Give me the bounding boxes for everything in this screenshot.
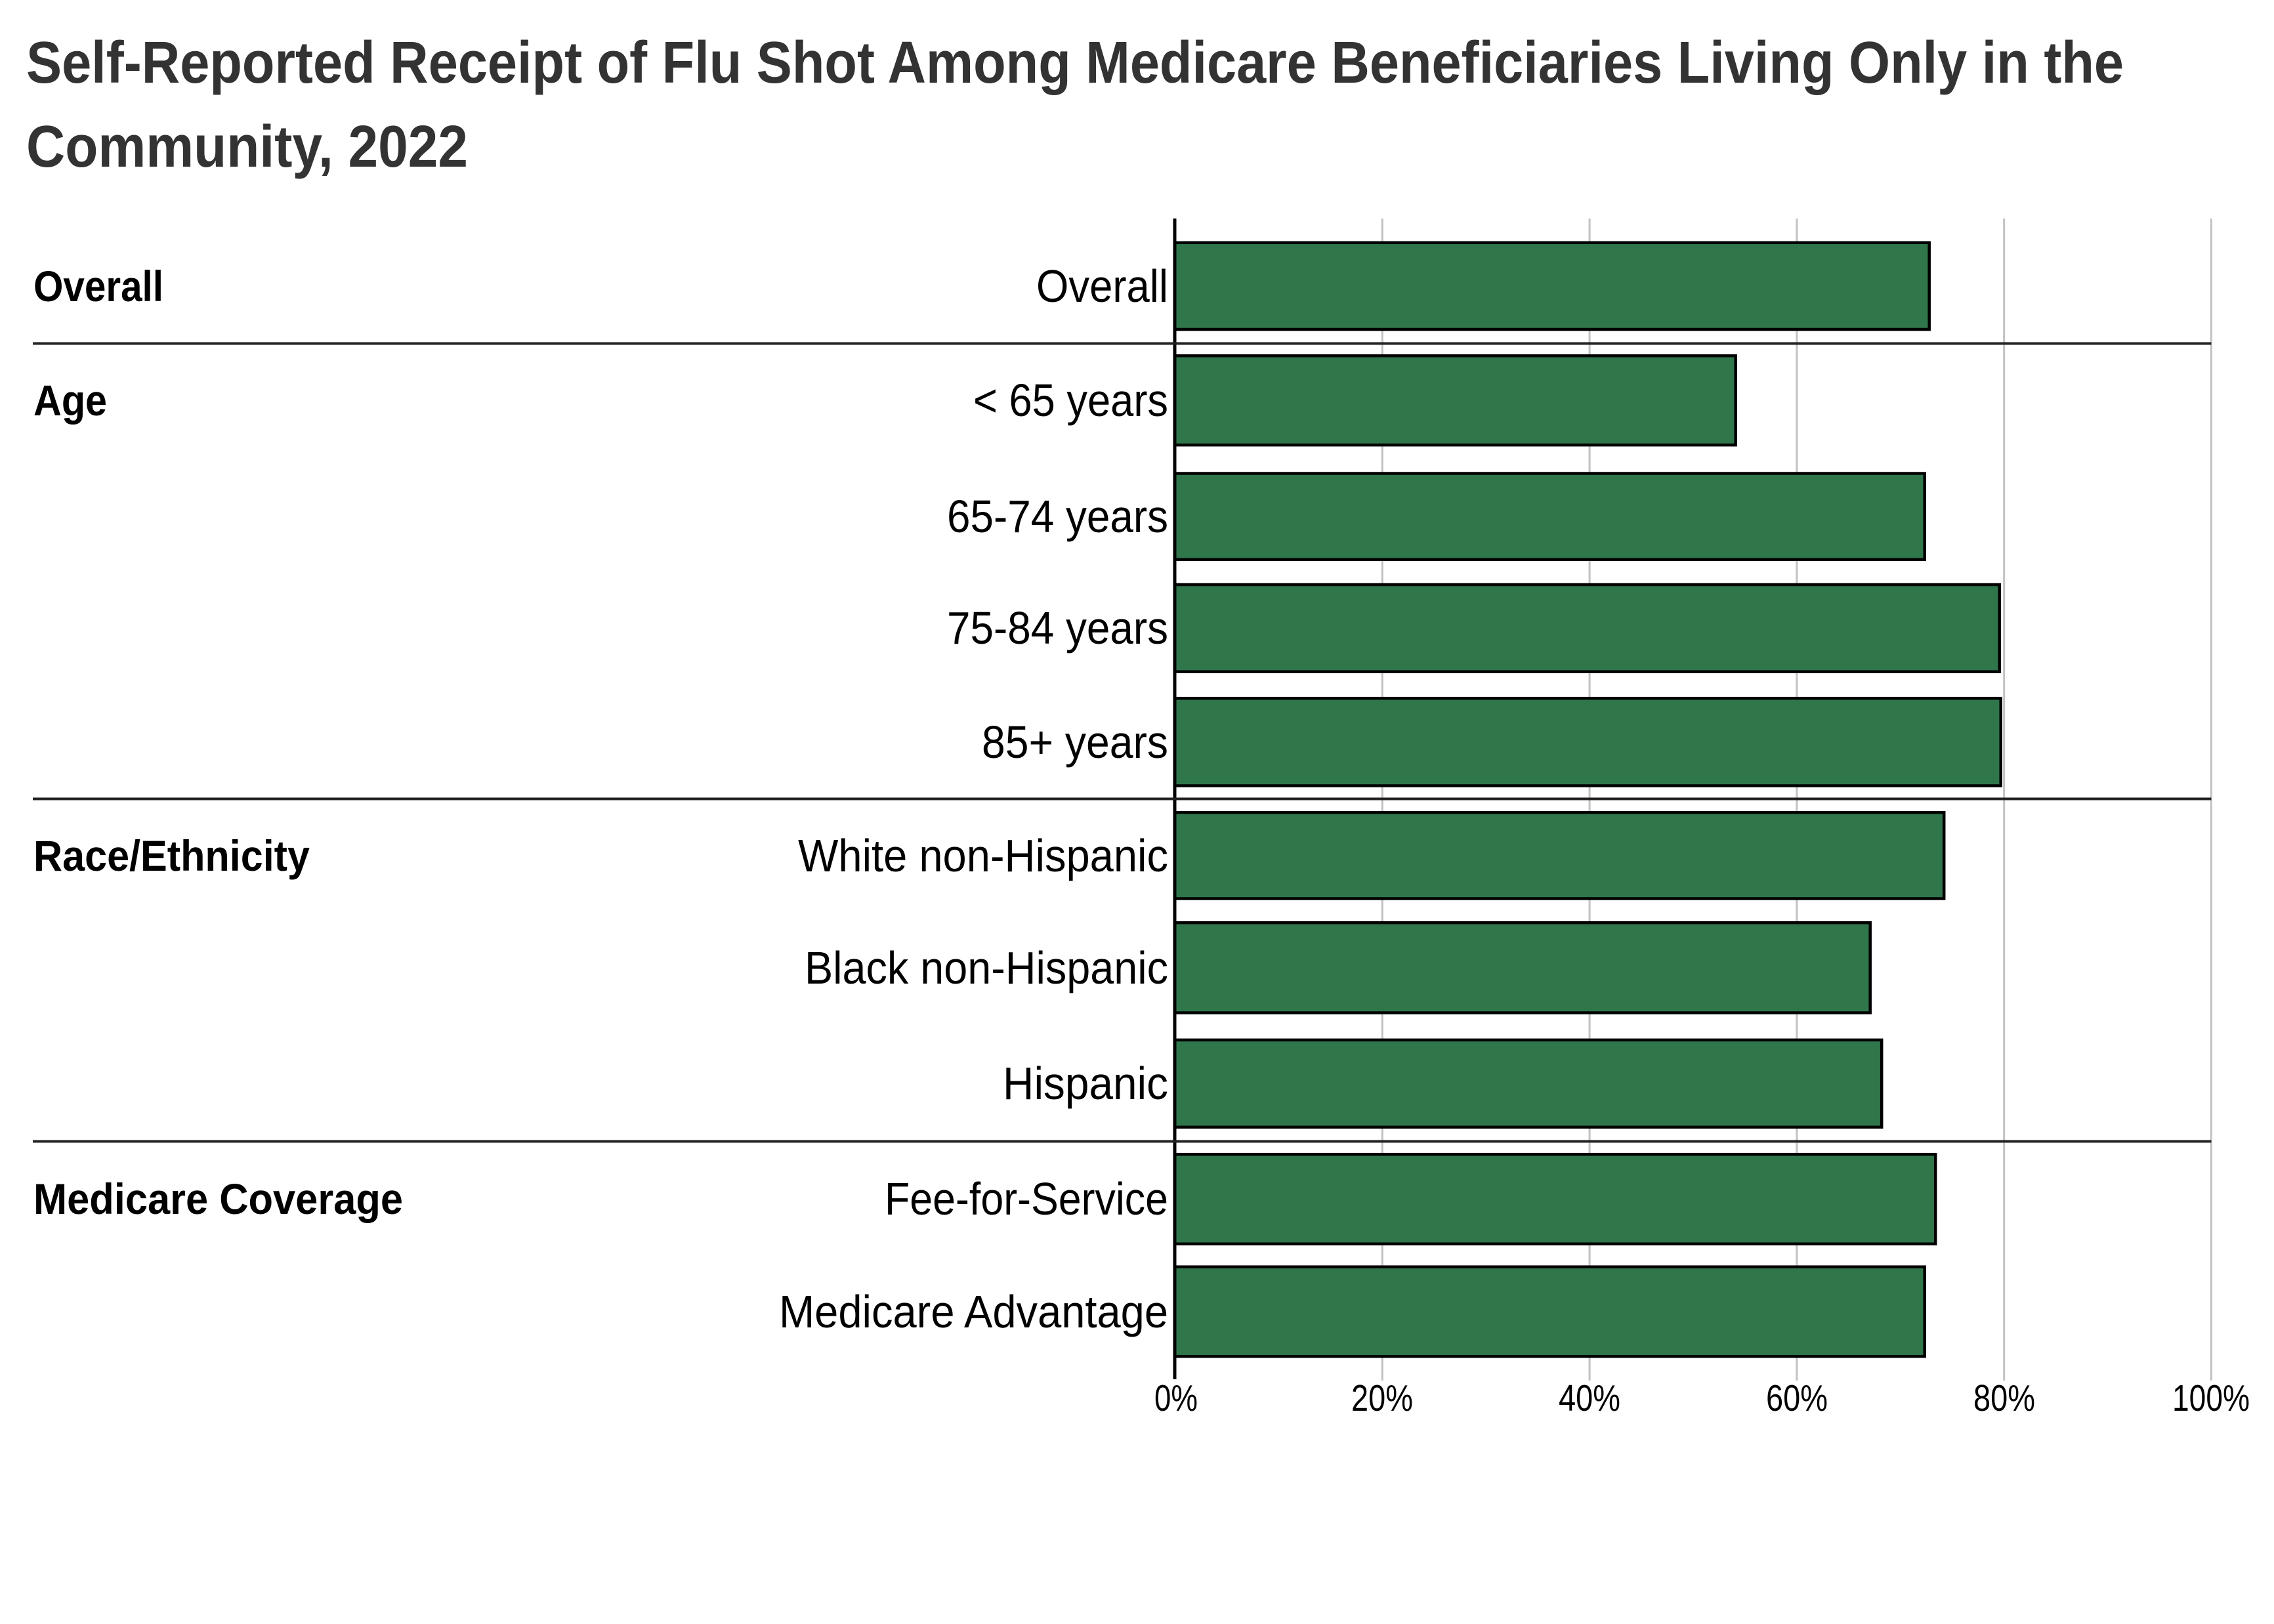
svg-text:Age: Age — [33, 376, 107, 425]
svg-text:80%: 80% — [1973, 1377, 2035, 1419]
svg-text:Fee-for-Service: Fee-for-Service — [885, 1173, 1168, 1224]
svg-text:Hispanic: Hispanic — [1003, 1058, 1168, 1109]
svg-text:White non-Hispanic: White non-Hispanic — [798, 830, 1168, 881]
svg-text:Medicare Advantage: Medicare Advantage — [779, 1286, 1168, 1337]
svg-text:Self-Reported Receipt of Flu S: Self-Reported Receipt of Flu Shot Among … — [26, 30, 2124, 96]
svg-text:Community, 2022: Community, 2022 — [26, 114, 468, 180]
svg-text:Race/Ethnicity: Race/Ethnicity — [33, 831, 310, 880]
svg-text:75-84 years: 75-84 years — [947, 602, 1168, 654]
svg-text:20%: 20% — [1351, 1377, 1413, 1419]
svg-text:< 65 years: < 65 years — [973, 375, 1168, 426]
svg-text:0%: 0% — [1154, 1377, 1198, 1419]
svg-text:100%: 100% — [2172, 1377, 2250, 1419]
svg-text:Medicare Coverage: Medicare Coverage — [33, 1175, 403, 1223]
svg-text:Black non-Hispanic: Black non-Hispanic — [805, 942, 1168, 993]
svg-text:85+ years: 85+ years — [982, 717, 1168, 768]
svg-text:Overall: Overall — [1036, 260, 1168, 312]
svg-text:Overall: Overall — [33, 262, 163, 310]
svg-text:40%: 40% — [1559, 1377, 1620, 1419]
svg-text:60%: 60% — [1766, 1377, 1828, 1419]
svg-text:65-74 years: 65-74 years — [947, 491, 1168, 542]
